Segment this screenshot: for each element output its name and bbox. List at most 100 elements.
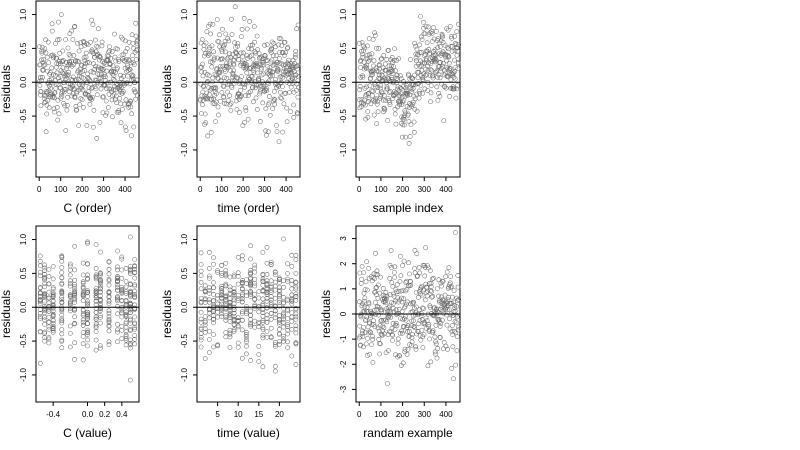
data-point <box>455 273 461 278</box>
data-point <box>272 279 278 285</box>
data-point <box>278 95 284 100</box>
data-point <box>122 81 127 86</box>
data-point <box>227 327 233 333</box>
data-point <box>436 316 442 322</box>
data-point <box>406 334 412 339</box>
data-point <box>416 265 422 270</box>
data-point <box>198 316 204 322</box>
data-point <box>257 119 263 124</box>
data-point <box>289 286 295 292</box>
data-point <box>131 62 137 67</box>
data-point <box>42 317 47 323</box>
data-point <box>85 71 91 77</box>
data-point <box>222 38 228 44</box>
data-point <box>289 263 295 269</box>
data-point <box>403 88 409 94</box>
data-point <box>279 61 285 67</box>
data-point <box>210 75 216 81</box>
data-point <box>59 297 65 302</box>
data-point <box>363 65 369 71</box>
data-point <box>85 332 90 338</box>
data-point <box>272 340 278 345</box>
data-point <box>456 42 462 47</box>
data-point <box>404 82 409 88</box>
data-point <box>211 307 216 313</box>
data-point <box>49 21 55 27</box>
data-point <box>289 319 295 324</box>
data-point <box>239 355 245 361</box>
data-point <box>37 62 43 68</box>
data-point <box>65 45 71 51</box>
data-point <box>452 76 458 82</box>
data-point <box>209 96 214 102</box>
data-point <box>235 270 241 276</box>
data-point <box>402 346 408 352</box>
data-point <box>72 94 77 100</box>
data-point <box>416 88 422 94</box>
data-point <box>392 46 397 52</box>
data-point <box>40 67 46 73</box>
data-point <box>116 84 122 90</box>
data-point <box>93 290 99 296</box>
data-point <box>106 271 112 277</box>
data-point <box>98 86 104 92</box>
data-point <box>119 288 125 293</box>
data-point <box>116 59 122 64</box>
data-point <box>98 289 103 295</box>
data-point <box>59 290 65 296</box>
data-point <box>219 90 225 95</box>
data-point <box>122 124 128 130</box>
data-point <box>371 58 377 64</box>
data-point <box>115 278 120 284</box>
data-point <box>108 86 114 92</box>
data-point <box>447 316 452 322</box>
data-point <box>119 310 125 316</box>
data-point <box>59 320 65 326</box>
data-point <box>37 290 43 296</box>
y-tick-label: 0.5 <box>19 267 28 279</box>
data-point <box>264 298 270 304</box>
data-point <box>374 68 380 74</box>
data-point <box>358 314 364 320</box>
data-point <box>235 340 241 346</box>
data-point <box>271 98 276 104</box>
data-point <box>212 55 217 61</box>
data-point <box>72 284 77 289</box>
data-point <box>426 324 431 329</box>
data-point <box>215 55 220 61</box>
y-tick-label: 2 <box>339 261 348 266</box>
data-point <box>83 61 88 67</box>
data-point <box>454 52 460 58</box>
data-point <box>123 266 129 271</box>
data-point <box>376 63 382 68</box>
data-point <box>403 313 408 319</box>
data-point <box>93 323 99 329</box>
data-point <box>81 105 86 110</box>
data-point <box>235 281 241 287</box>
data-point <box>453 362 459 368</box>
data-point <box>57 50 63 56</box>
data-point <box>261 60 267 65</box>
data-point <box>438 59 443 65</box>
data-point <box>110 93 115 99</box>
data-point <box>272 101 278 107</box>
y-tick-label: 1.0 <box>339 8 348 20</box>
data-point <box>210 21 216 27</box>
data-point <box>198 111 204 116</box>
data-point <box>429 276 435 282</box>
data-point <box>361 344 366 350</box>
data-point <box>256 295 262 301</box>
data-point <box>71 53 77 58</box>
data-point <box>383 298 388 304</box>
data-point <box>255 47 261 52</box>
data-point <box>292 61 297 66</box>
data-point <box>106 282 112 288</box>
data-point <box>93 347 99 353</box>
data-point <box>119 256 125 262</box>
data-point <box>272 363 278 369</box>
data-point <box>244 70 250 76</box>
data-point <box>98 313 103 318</box>
data-point <box>264 329 270 334</box>
data-point <box>231 313 237 319</box>
data-point <box>227 62 233 68</box>
